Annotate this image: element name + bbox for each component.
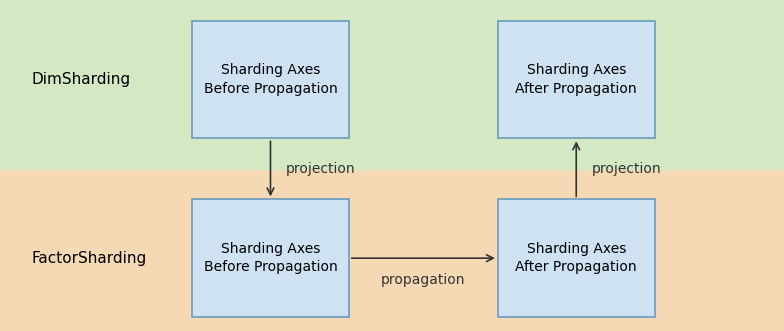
Text: Sharding Axes
After Propagation: Sharding Axes After Propagation: [515, 242, 637, 274]
Text: DimSharding: DimSharding: [31, 72, 130, 87]
Text: propagation: propagation: [381, 273, 466, 287]
FancyBboxPatch shape: [498, 21, 655, 138]
Text: FactorSharding: FactorSharding: [31, 251, 147, 266]
Polygon shape: [0, 0, 784, 170]
FancyBboxPatch shape: [498, 199, 655, 317]
Text: projection: projection: [592, 162, 662, 176]
Text: Sharding Axes
After Propagation: Sharding Axes After Propagation: [515, 63, 637, 96]
FancyBboxPatch shape: [192, 21, 349, 138]
FancyBboxPatch shape: [192, 199, 349, 317]
Polygon shape: [0, 170, 784, 331]
Text: Sharding Axes
Before Propagation: Sharding Axes Before Propagation: [204, 63, 337, 96]
Text: projection: projection: [286, 162, 356, 176]
Text: Sharding Axes
Before Propagation: Sharding Axes Before Propagation: [204, 242, 337, 274]
